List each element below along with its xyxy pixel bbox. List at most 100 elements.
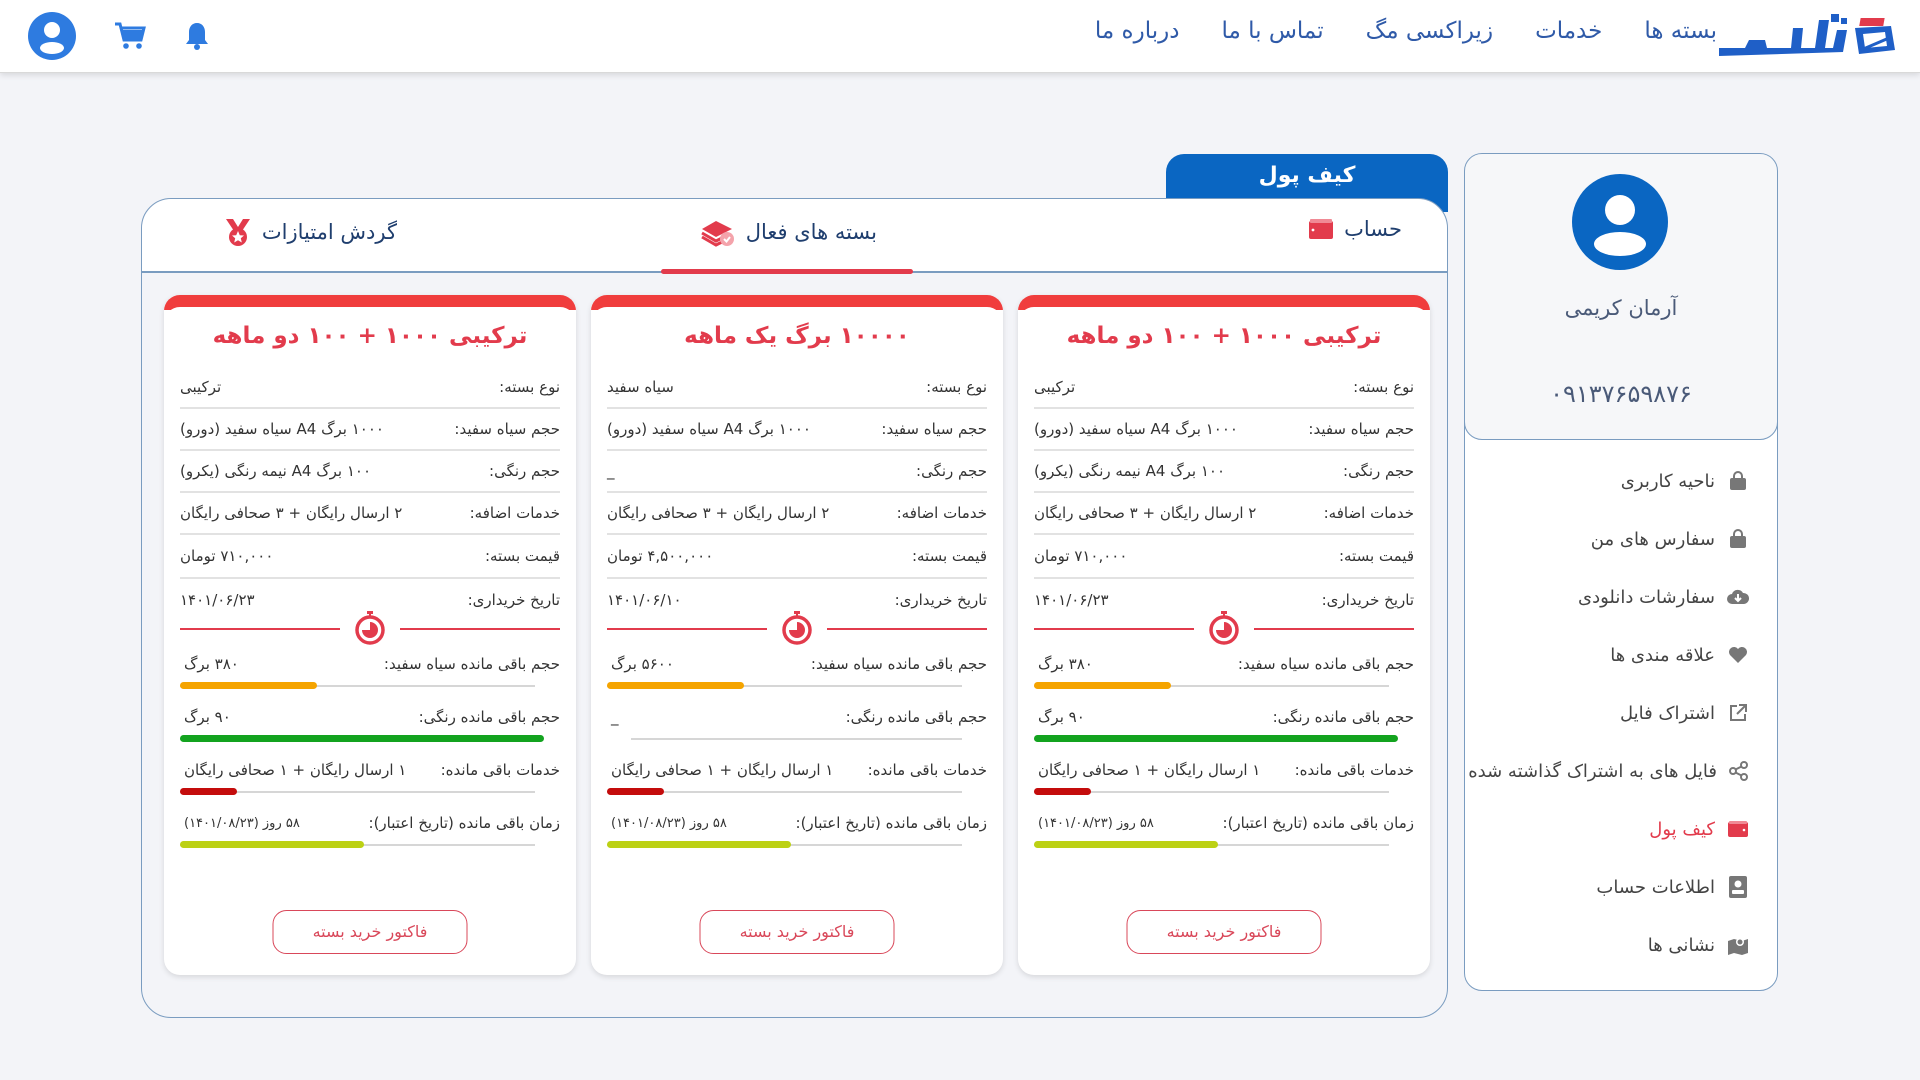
- package-usage: حجم باقی مانده سیاه سفید: ۵۶۰۰ برگ حجم ب…: [607, 655, 987, 867]
- bell-icon: [186, 23, 208, 50]
- nav-contact-us[interactable]: تماس با ما: [1221, 18, 1324, 44]
- detail-row-purchase-date: تاریخ خریداری: ۱۴۰۱/۰۶/۲۳: [180, 579, 560, 621]
- package-title: ترکیبی ۱۰۰۰ + ۱۰۰ دو ماهه: [1066, 323, 1382, 349]
- usage-label: حجم باقی مانده رنگی:: [1272, 708, 1414, 726]
- progress-track: [607, 791, 962, 793]
- detail-label: نوع بسته:: [499, 378, 560, 396]
- user-avatar-icon: [1572, 174, 1668, 270]
- invoice-button[interactable]: فاکتور خرید بسته: [1126, 910, 1322, 954]
- section-divider: [607, 611, 987, 645]
- usage-value: _: [611, 708, 619, 726]
- progress-bar-color: [1034, 735, 1398, 742]
- detail-row-price: قیمت بسته: ۴,۵۰۰,۰۰۰ تومان: [607, 535, 987, 579]
- usage-label: خدمات باقی مانده:: [867, 761, 987, 779]
- nav-about-us[interactable]: درباره ما: [1094, 18, 1180, 44]
- divider-line: [400, 628, 560, 630]
- sidebar-item-download-orders[interactable]: سفارشات دانلودی: [1469, 568, 1749, 626]
- usage-value: ۵۸ روز (۱۴۰۱/۰۸/۲۳): [1038, 816, 1154, 831]
- section-divider: [1034, 611, 1414, 645]
- usage-value: ۵۸ روز (۱۴۰۱/۰۸/۲۳): [184, 816, 300, 831]
- sidebar-item-user-area[interactable]: ناحیه کاربری: [1469, 452, 1749, 510]
- packages-icon: [700, 221, 734, 247]
- package-card: ترکیبی ۱۰۰۰ + ۱۰۰ دو ماهه نوع بسته: ترکیب…: [1018, 295, 1430, 975]
- map-icon: [1727, 934, 1749, 956]
- detail-row-bw-volume: حجم سیاه سفید: ۱۰۰۰ برگ A4 سیاه سفید (دور…: [180, 409, 560, 451]
- sidebar-item-addresses[interactable]: نشانی ها: [1469, 916, 1749, 974]
- usage-color: حجم باقی مانده رنگی: ۹۰ برگ: [180, 708, 560, 761]
- sidebar-item-label: فایل های به اشتراک گذاشته شده: [1468, 760, 1717, 782]
- tab-label: گردش امتیازات: [261, 220, 397, 244]
- usage-label: حجم باقی مانده رنگی:: [418, 708, 560, 726]
- package-card: ترکیبی ۱۰۰۰ + ۱۰۰ دو ماهه نوع بسته: ترکیب…: [164, 295, 576, 975]
- usage-time: زمان باقی مانده (تاریخ اعتبار): ۵۸ روز (…: [180, 814, 560, 867]
- detail-value: ۲ ارسال رایگان + ۳ صحافی رایگان: [180, 504, 403, 522]
- cart-icon: [115, 22, 146, 49]
- detail-label: نوع بسته:: [1353, 378, 1414, 396]
- detail-row-color-volume: حجم رنگی: ۱۰۰ برگ A4 نیمه رنگی (یکرو): [1034, 451, 1414, 493]
- usage-services: خدمات باقی مانده: ۱ ارسال رایگان + ۱ صحا…: [607, 761, 987, 814]
- wallet-icon: [1309, 219, 1334, 239]
- sidebar-item-account-info[interactable]: اطلاعات حساب: [1469, 858, 1749, 916]
- usage-value: ۱ ارسال رایگان + ۱ صحافی رایگان: [611, 761, 834, 779]
- sidebar-item-shared-files[interactable]: فایل های به اشتراک گذاشته شده: [1468, 742, 1749, 800]
- tab-account[interactable]: حساب: [1308, 217, 1402, 241]
- invoice-button[interactable]: فاکتور خرید بسته: [272, 910, 468, 954]
- usage-value: ۳۸۰ برگ: [1038, 655, 1093, 673]
- detail-value: ۴,۵۰۰,۰۰۰ تومان: [607, 547, 714, 565]
- progress-track: [607, 685, 962, 687]
- usage-color: حجم باقی مانده رنگی: ۹۰ برگ: [1034, 708, 1414, 761]
- progress-bar-bw: [607, 682, 744, 689]
- wallet-tabs: حساب بسته های فعال گردش امتیازات: [142, 199, 1447, 274]
- nav-zeeraxy-mag[interactable]: زیراکسی مگ: [1365, 18, 1494, 44]
- package-title: ترکیبی ۱۰۰۰ + ۱۰۰ دو ماهه: [212, 323, 528, 349]
- detail-value: ۱۰۰۰ برگ A4 سیاه سفید (دورو): [607, 420, 811, 438]
- tab-active-packages[interactable]: بسته های فعال: [698, 217, 877, 247]
- detail-label: تاریخ خریداری:: [467, 591, 560, 609]
- usage-label: خدمات باقی مانده:: [440, 761, 560, 779]
- progress-bar-color: [180, 735, 544, 742]
- card-accent-bar: [591, 295, 1003, 310]
- logo-icon: [1719, 14, 1895, 56]
- notifications-button[interactable]: [184, 21, 210, 51]
- usage-label: زمان باقی مانده (تاریخ اعتبار):: [1222, 814, 1414, 832]
- sidebar-item-label: علاقه مندی ها: [1610, 644, 1715, 666]
- detail-value: ۱۰۰ برگ A4 نیمه رنگی (یکرو): [1034, 462, 1226, 480]
- detail-value: ۱۴۰۱/۰۶/۱۰: [607, 591, 682, 609]
- sidebar-item-favorites[interactable]: علاقه مندی ها: [1469, 626, 1749, 684]
- avatar: [1572, 174, 1668, 270]
- tab-points-history[interactable]: گردش امتیازات: [224, 217, 397, 247]
- detail-row-type: نوع بسته: سیاه سفید: [607, 367, 987, 409]
- usage-label: خدمات باقی مانده:: [1294, 761, 1414, 779]
- sidebar-item-my-orders[interactable]: سفارس های من: [1469, 510, 1749, 568]
- nav-packages[interactable]: بسته ها: [1644, 18, 1717, 44]
- nav-services[interactable]: خدمات: [1535, 18, 1603, 44]
- progress-track: [631, 738, 962, 740]
- package-title: ۱۰۰۰۰ برگ یک ماهه: [684, 323, 910, 349]
- usage-value: ۹۰ برگ: [1038, 708, 1085, 726]
- usage-bw: حجم باقی مانده سیاه سفید: ۵۶۰۰ برگ: [607, 655, 987, 708]
- usage-label: حجم باقی مانده سیاه سفید:: [810, 655, 987, 673]
- detail-value: ۱۴۰۱/۰۶/۲۳: [180, 591, 255, 609]
- usage-time: زمان باقی مانده (تاریخ اعتبار): ۵۸ روز (…: [1034, 814, 1414, 867]
- cart-button[interactable]: [114, 21, 146, 51]
- detail-label: خدمات اضافه:: [896, 504, 987, 522]
- user-account-button[interactable]: [28, 12, 76, 60]
- cloud-download-icon: [1727, 586, 1749, 608]
- sidebar-item-file-sharing[interactable]: اشتراک فایل: [1469, 684, 1749, 742]
- detail-row-extra-services: خدمات اضافه: ۲ ارسال رایگان + ۳ صحافی رای…: [180, 493, 560, 535]
- section-divider: [180, 611, 560, 645]
- detail-row-type: نوع بسته: ترکیبی: [1034, 367, 1414, 409]
- progress-bar-time: [1034, 841, 1218, 848]
- site-logo[interactable]: [1715, 8, 1900, 63]
- invoice-button[interactable]: فاکتور خرید بسته: [699, 910, 895, 954]
- detail-label: قیمت بسته:: [911, 547, 987, 565]
- detail-row-color-volume: حجم رنگی: _: [607, 451, 987, 493]
- card-header-bg: [164, 307, 576, 327]
- detail-label: نوع بسته:: [926, 378, 987, 396]
- detail-row-price: قیمت بسته: ۷۱۰,۰۰۰ تومان: [1034, 535, 1414, 579]
- sidebar-item-label: سفارس های من: [1590, 528, 1715, 550]
- account-card-icon: [1727, 876, 1749, 898]
- sidebar-item-wallet[interactable]: کیف پول: [1469, 800, 1749, 858]
- detail-label: حجم سیاه سفید:: [881, 420, 987, 438]
- progress-bar-bw: [180, 682, 317, 689]
